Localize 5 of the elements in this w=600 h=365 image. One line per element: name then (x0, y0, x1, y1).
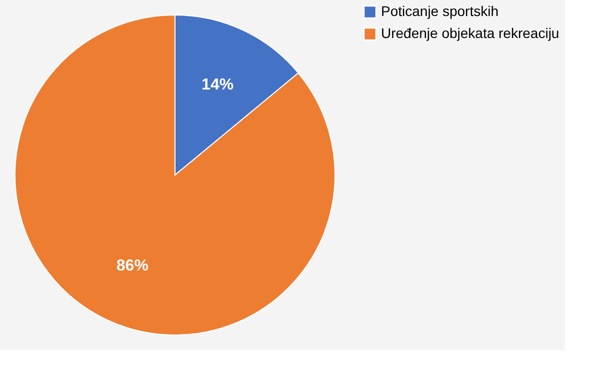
legend-label: Uređenje objekata rekreaciju (381, 25, 560, 41)
pie-slice (14, 14, 336, 336)
legend-label: Poticanje sportskih (381, 3, 499, 19)
data-label: 14% (202, 76, 234, 94)
data-label: 86% (116, 257, 148, 274)
